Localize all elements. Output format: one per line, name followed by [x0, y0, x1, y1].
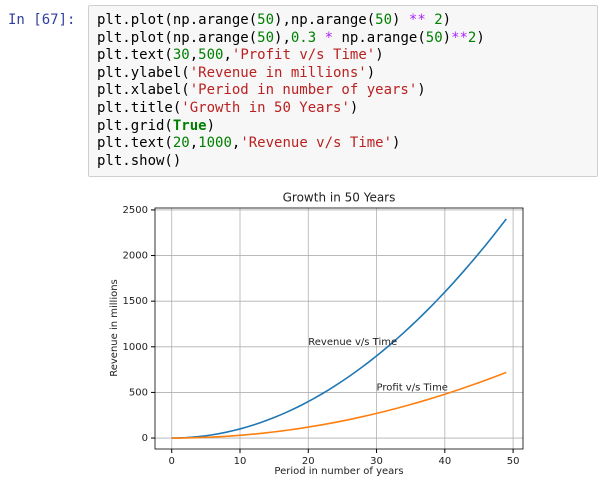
x-tick-label: 30 — [370, 456, 383, 467]
code-line: plt.grid(True) — [97, 118, 589, 136]
code-token: ) — [366, 64, 376, 81]
line-series — [171, 371, 507, 439]
code-line: plt.text(20,1000,'Revenue v/s Time') — [97, 135, 589, 153]
x-tick-label: 10 — [234, 456, 247, 467]
code-token: 'Profit v/s Time' — [231, 47, 376, 64]
code-token: plt.title( — [97, 99, 182, 116]
code-token: plt.ylabel( — [97, 64, 190, 81]
code-token: plt.text( — [97, 135, 173, 152]
code-token: ** — [451, 29, 468, 46]
cell-prompt: In [67]: — [8, 12, 76, 28]
code-token: 2 — [467, 29, 477, 46]
code-line: plt.show() — [97, 153, 589, 171]
y-tick-label: 0 — [142, 433, 148, 444]
code-token: ),np.arange( — [274, 12, 376, 28]
code-token: plt.xlabel( — [97, 82, 190, 99]
code-token: 'Growth in 50 Years' — [181, 99, 350, 116]
code-line: plt.title('Growth in 50 Years') — [97, 100, 589, 118]
code-token: True — [172, 117, 207, 134]
y-tick-label: 2500 — [123, 205, 148, 216]
code-token: ) — [392, 135, 401, 152]
code-token: ), — [274, 29, 291, 46]
code-token: plt.show() — [97, 152, 182, 169]
code-token: 'Revenue in millions' — [189, 64, 367, 81]
code-token: plt.text( — [97, 47, 173, 64]
code-token: 2 — [434, 12, 443, 28]
x-tick-label: 40 — [438, 456, 451, 467]
code-token: 'Period in number of years' — [189, 82, 418, 99]
code-line: plt.ylabel('Revenue in millions') — [97, 65, 589, 83]
y-tick-label: 1500 — [123, 296, 148, 307]
line-series — [171, 218, 507, 439]
code-token: plt.plot(np.arange( — [97, 12, 258, 28]
x-axis-label: Period in number of years — [274, 466, 403, 477]
y-tick-label: 500 — [129, 387, 148, 398]
code-token: ) — [206, 117, 216, 134]
code-token: 'Revenue v/s Time' — [240, 135, 393, 152]
x-tick-label: 50 — [507, 456, 520, 467]
code-token: ) — [375, 47, 384, 64]
annotation: Revenue v/s Time — [308, 337, 397, 348]
code-token: , — [189, 47, 199, 64]
code-token: , — [231, 135, 241, 152]
code-token: 50 — [257, 12, 275, 28]
code-token: 30 — [172, 47, 190, 64]
code-token: 1000 — [198, 135, 232, 152]
code-token: plt.plot(np.arange( — [97, 29, 258, 46]
code-token: 50 — [257, 29, 275, 46]
code-token: ) — [442, 12, 452, 28]
code-token: 500 — [198, 47, 224, 64]
code-token: 0.3 — [290, 29, 317, 46]
code-token: 20 — [172, 135, 190, 152]
code-token: , — [189, 135, 199, 152]
code-token: ) — [442, 29, 452, 46]
code-token: 50 — [425, 29, 443, 46]
code-token: 50 — [375, 12, 393, 28]
chart-title: Growth in 50 Years — [283, 191, 396, 205]
code-token: ) — [476, 29, 485, 46]
code-line: plt.text(30,500,'Profit v/s Time') — [97, 47, 589, 65]
code-token: , — [223, 47, 232, 64]
code-cell[interactable]: plt.plot(np.arange(50),np.arange(50) ** … — [88, 5, 598, 177]
code-token: * — [324, 29, 334, 46]
code-token: ) — [417, 82, 426, 99]
code-token: ** — [408, 12, 426, 28]
code-token: np.arange( — [333, 29, 426, 46]
y-axis-label: Revenue in millions — [109, 279, 120, 377]
code-token: plt.grid( — [97, 117, 173, 134]
code-line: plt.plot(np.arange(50),0.3 * np.arange(5… — [97, 30, 589, 48]
code-line: plt.plot(np.arange(50),np.arange(50) ** … — [97, 12, 589, 30]
plot-frame — [154, 207, 524, 450]
code-token: ) — [349, 99, 359, 116]
x-tick-label: 0 — [169, 456, 175, 467]
y-tick-label: 2000 — [123, 251, 148, 262]
x-tick-label: 20 — [302, 456, 315, 467]
y-tick-label: 1000 — [123, 342, 148, 353]
code-line: plt.xlabel('Period in number of years') — [97, 82, 589, 100]
annotation: Profit v/s Time — [377, 382, 448, 393]
code-token: ) — [392, 12, 409, 28]
